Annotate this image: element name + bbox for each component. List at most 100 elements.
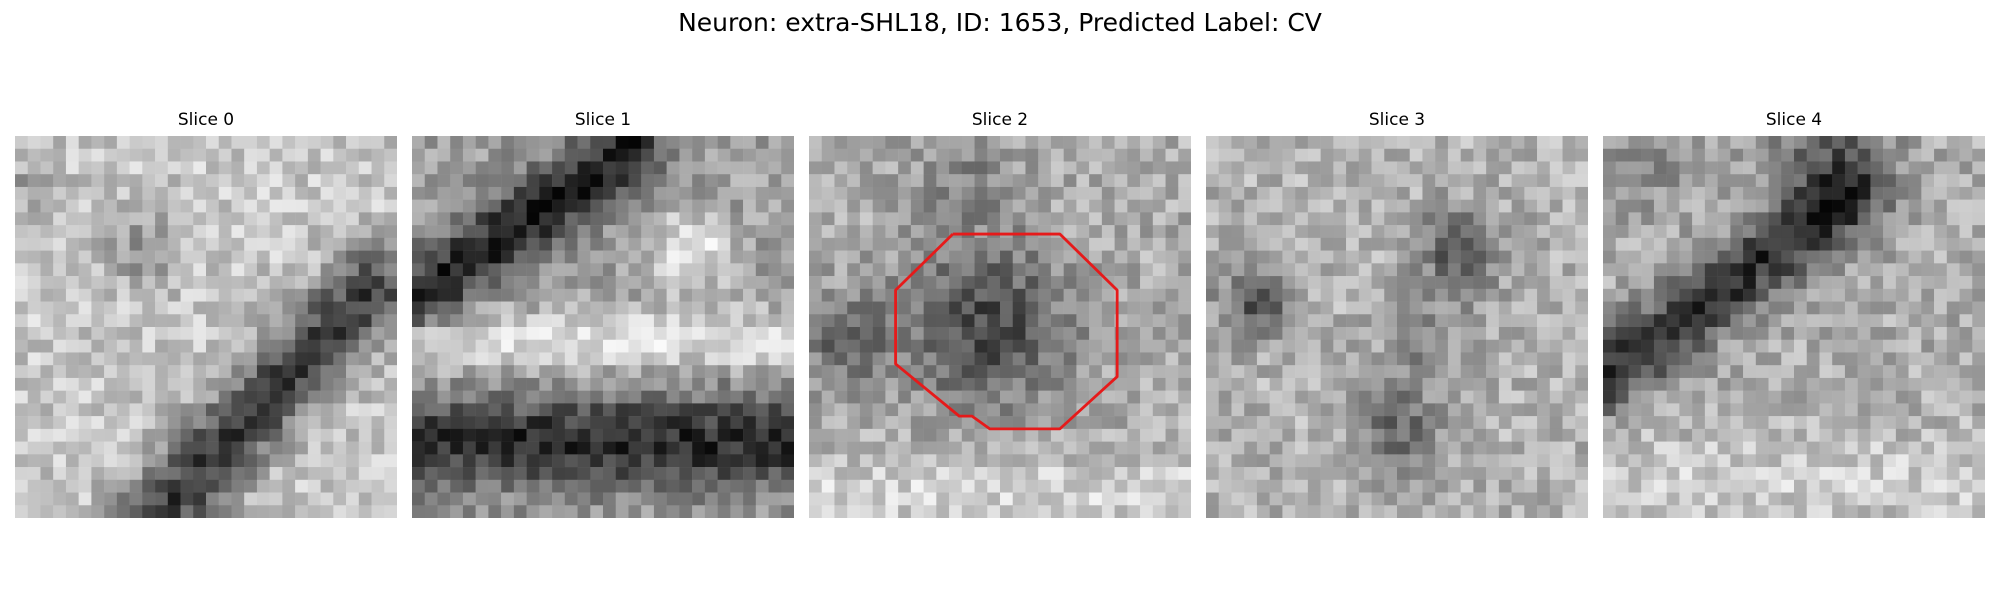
- pixel: [717, 212, 731, 226]
- pixel: [1666, 390, 1680, 404]
- pixel: [1460, 339, 1474, 353]
- pixel: [847, 148, 861, 162]
- pixel: [513, 225, 527, 239]
- pixel: [15, 276, 28, 290]
- pixel: [1089, 505, 1103, 518]
- pixel: [1717, 174, 1731, 188]
- pixel: [1127, 467, 1141, 481]
- pixel: [412, 314, 425, 328]
- pixel: [1806, 352, 1820, 366]
- pixel: [501, 212, 515, 226]
- pixel: [1934, 390, 1948, 404]
- pixel: [1218, 454, 1232, 468]
- pixel: [1628, 237, 1642, 251]
- pixel: [1743, 403, 1757, 417]
- pixel: [961, 237, 975, 251]
- pixel: [1038, 365, 1052, 379]
- pixel: [513, 390, 527, 404]
- pixel: [974, 327, 988, 340]
- pixel: [704, 428, 718, 442]
- pixel: [53, 454, 67, 468]
- pixel: [1152, 505, 1166, 518]
- pixel: [91, 479, 105, 493]
- pixel: [1346, 276, 1360, 290]
- pixel: [679, 403, 693, 417]
- pixel: [1946, 199, 1960, 213]
- pixel: [218, 314, 232, 328]
- pixel: [590, 136, 604, 149]
- pixel: [1152, 327, 1166, 340]
- pixel: [1857, 276, 1871, 290]
- pixel: [1435, 161, 1449, 175]
- pixel: [1549, 136, 1563, 149]
- pixel: [1050, 212, 1064, 226]
- pixel: [666, 428, 680, 442]
- pixel: [1447, 237, 1461, 251]
- pixel: [1307, 301, 1321, 315]
- pixel: [333, 441, 347, 455]
- pixel: [923, 276, 937, 290]
- pixel: [384, 390, 397, 404]
- pixel: [730, 199, 744, 213]
- pixel: [437, 479, 451, 493]
- pixel: [1218, 377, 1232, 391]
- pixel: [1307, 288, 1321, 302]
- pixel: [1244, 276, 1258, 290]
- pixel: [244, 212, 258, 226]
- pixel: [1717, 428, 1731, 442]
- pixel: [923, 505, 937, 518]
- pixel: [1692, 454, 1706, 468]
- pixel: [437, 301, 451, 315]
- pixel: [384, 314, 397, 328]
- pixel: [1295, 199, 1309, 213]
- pixel: [628, 467, 642, 481]
- pixel: [1562, 263, 1576, 277]
- pixel: [155, 428, 169, 442]
- pixel: [437, 225, 451, 239]
- pixel: [1781, 174, 1795, 188]
- pixel: [1524, 263, 1538, 277]
- pixel: [1498, 467, 1512, 481]
- pixel: [653, 454, 667, 468]
- pixel: [371, 250, 385, 264]
- pixel: [1282, 174, 1296, 188]
- pixel: [1165, 416, 1179, 430]
- pixel: [1178, 339, 1191, 353]
- pixel: [1063, 327, 1077, 340]
- pixel: [1704, 212, 1718, 226]
- pixel: [1524, 352, 1538, 366]
- pixel: [1244, 441, 1258, 455]
- pixel: [1972, 199, 1985, 213]
- pixel: [231, 352, 245, 366]
- pixel: [1231, 441, 1245, 455]
- pixel: [1435, 174, 1449, 188]
- pixel: [1473, 250, 1487, 264]
- pixel: [730, 263, 744, 277]
- pixel: [1628, 186, 1642, 200]
- pixel: [1435, 339, 1449, 353]
- pixel: [1934, 174, 1948, 188]
- pixel: [936, 416, 950, 430]
- pixel: [129, 403, 143, 417]
- pixel: [218, 237, 232, 251]
- pixel: [1549, 339, 1563, 353]
- pixel: [1692, 390, 1706, 404]
- pixel: [513, 441, 527, 455]
- pixel: [1959, 454, 1973, 468]
- pixel: [155, 186, 169, 200]
- pixel: [231, 161, 245, 175]
- pixel: [1025, 327, 1039, 340]
- pixel: [653, 492, 667, 506]
- pixel: [910, 250, 924, 264]
- pixel: [1473, 352, 1487, 366]
- pixel: [1089, 492, 1103, 506]
- pixel: [821, 327, 835, 340]
- pixel: [1857, 416, 1871, 430]
- pixel: [1025, 492, 1039, 506]
- pixel: [1832, 301, 1846, 315]
- pixel: [1908, 263, 1922, 277]
- pixel: [809, 288, 822, 302]
- pixel: [218, 352, 232, 366]
- pixel: [1755, 416, 1769, 430]
- pixel: [231, 301, 245, 315]
